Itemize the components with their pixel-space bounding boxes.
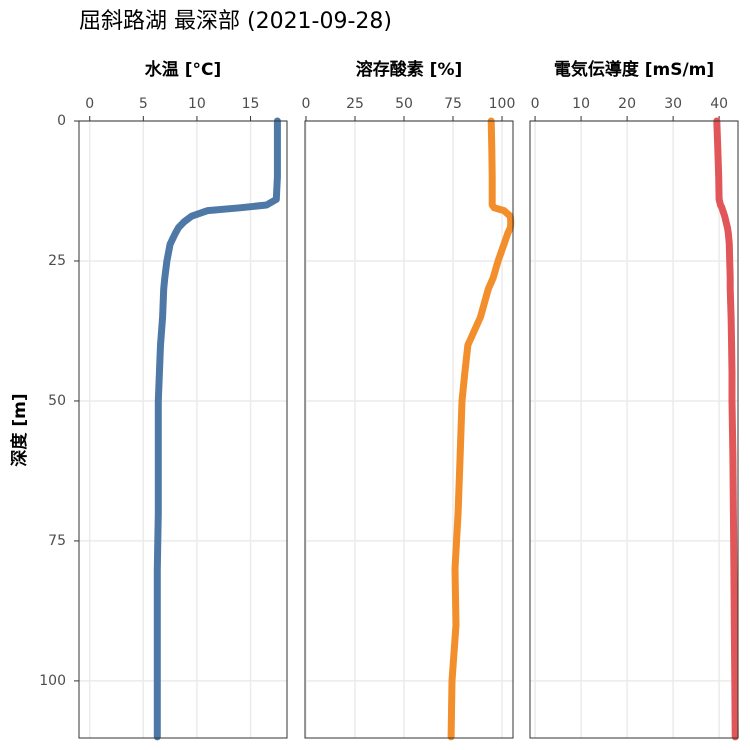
panel-border	[304, 120, 514, 739]
x-tick-label: 10	[572, 96, 590, 112]
chart-title: 屈斜路湖 最深部 (2021-09-28)	[79, 9, 392, 34]
x-tick-label: 0	[531, 96, 540, 112]
panel-border	[78, 120, 288, 739]
panel-header: 水温 [°C]	[145, 59, 221, 80]
y-tick-label: 50	[48, 393, 66, 409]
x-tick-label: 0	[85, 96, 94, 112]
panel-border	[529, 120, 739, 739]
x-tick-label: 25	[346, 96, 364, 112]
x-tick-label: 75	[444, 96, 462, 112]
panel-header: 電気伝導度 [mS/m]	[554, 59, 714, 80]
x-tick-label: 15	[242, 96, 260, 112]
x-tick-label: 5	[139, 96, 148, 112]
x-tick-label: 50	[395, 96, 413, 112]
panel-header: 溶存酸素 [%]	[356, 59, 463, 80]
y-tick-label: 25	[48, 253, 66, 269]
y-tick-label: 100	[39, 673, 66, 689]
x-tick-label: 40	[710, 96, 728, 112]
profile-line	[447, 117, 515, 741]
x-tick-label: 10	[188, 96, 206, 112]
x-tick-label: 20	[618, 96, 636, 112]
profile-line	[153, 117, 281, 741]
x-tick-label: 0	[302, 96, 311, 112]
profile-line	[713, 117, 739, 741]
x-tick-label: 100	[489, 96, 516, 112]
y-tick-label: 75	[48, 533, 66, 549]
x-tick-label: 30	[664, 96, 682, 112]
y-tick-label: 0	[57, 113, 66, 129]
y-axis-label: 深度 [m]	[9, 393, 30, 466]
